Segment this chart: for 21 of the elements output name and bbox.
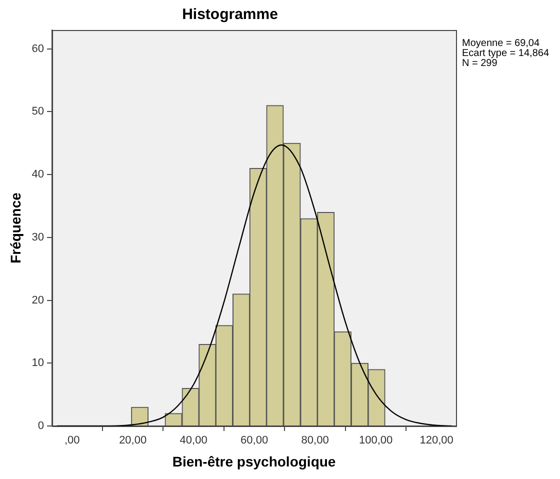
y-tick-label: 0: [38, 420, 44, 432]
line-series: [56, 144, 452, 426]
y-axis-title: Fréquence: [7, 192, 24, 264]
text: Ecart type = 14,864: [462, 48, 550, 59]
text: N = 299: [462, 58, 498, 69]
x-tick-label: ,00: [64, 434, 80, 447]
y-tick-label: 10: [32, 357, 44, 370]
x-tick-label: 100,00: [358, 434, 393, 447]
x-tick-label: 40,00: [180, 434, 208, 447]
y-tick-label: 30: [32, 231, 44, 244]
chart-title: Histogramme: [182, 6, 278, 24]
x-tick-label: 120,00: [420, 434, 454, 447]
y-tick-label: 20: [32, 294, 44, 306]
y-tick-label: 60: [32, 42, 44, 55]
y-tick-label: 50: [32, 106, 44, 118]
x-tick-label: 80,00: [301, 434, 329, 447]
x-axis-title: Bien-être psychologique: [172, 453, 336, 470]
y-tick-label: 40: [32, 168, 44, 181]
x-tick-label: 20,00: [119, 434, 147, 447]
text: Moyenne = 69,04: [462, 38, 540, 49]
x-tick-label: 60,00: [240, 434, 268, 447]
